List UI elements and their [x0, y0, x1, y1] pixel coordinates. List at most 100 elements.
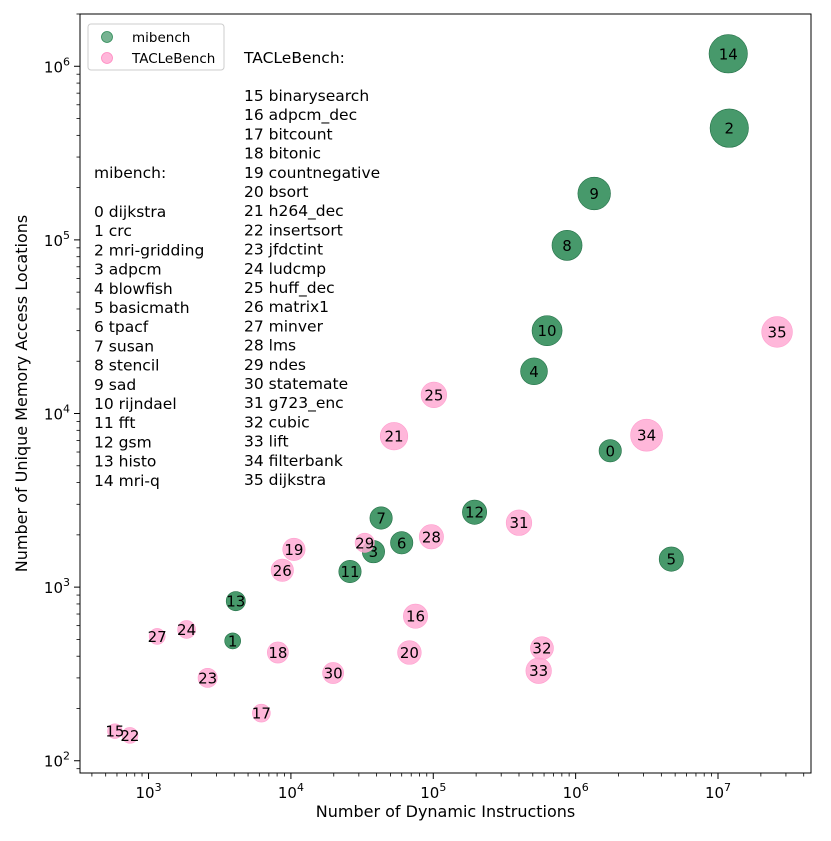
mibench-list-item: 8 stencil: [94, 357, 159, 375]
point-mibench-1: [224, 632, 241, 650]
point-mibench-9: [577, 176, 611, 211]
point-label-35: 35: [768, 323, 787, 341]
taclebench-list-item: 17 bitcount: [244, 125, 333, 143]
x-tick-label: 106: [563, 781, 589, 802]
legend-label-taclebench: TACLeBench: [131, 51, 215, 67]
legend-box: [87, 23, 225, 71]
mibench-list-item: 7 susan: [94, 337, 154, 355]
point-label-34: 34: [637, 427, 656, 445]
point-label-29: 29: [355, 534, 374, 552]
point-tacle-17: [252, 703, 271, 723]
mibench-list-item: 5 basicmath: [94, 299, 190, 317]
mibench-list-item: 0 dijkstra: [94, 203, 166, 221]
taclebench-list-item: 27 minver: [244, 317, 324, 335]
point-label-31: 31: [509, 514, 528, 532]
taclebench-list-item: 24 ludcmp: [244, 260, 326, 278]
point-label-24: 24: [177, 621, 196, 639]
point-mibench-2: [709, 108, 749, 148]
legend-label-mibench: mibench: [132, 30, 190, 46]
y-axis-label: Number of Unique Memory Access Locations: [12, 215, 31, 572]
taclebench-list-item: 34 filterbank: [244, 452, 343, 470]
point-label-7: 7: [376, 510, 386, 528]
point-label-21: 21: [384, 428, 403, 446]
taclebench-list-item: 33 lift: [244, 433, 289, 451]
point-tacle-31: [505, 509, 533, 536]
mibench-list-item: 6 tpacf: [94, 318, 149, 336]
legend-marker-mibench: [101, 31, 113, 43]
point-label-1: 1: [228, 632, 238, 650]
point-label-4: 4: [529, 363, 539, 381]
mibench-list-item: 14 mri-q: [94, 472, 160, 490]
taclebench-list-item: 35 dijkstra: [244, 471, 326, 489]
point-label-25: 25: [424, 386, 443, 404]
x-tick-label: 103: [135, 781, 161, 802]
point-tacle-34: [630, 418, 663, 452]
point-mibench-12: [462, 499, 488, 525]
point-label-11: 11: [340, 563, 359, 581]
taclebench-list-item: 28 lms: [244, 337, 296, 355]
point-tacle-23: [197, 668, 218, 688]
mibench-list-item: 4 blowfish: [94, 280, 173, 298]
mibench-list-item: 2 mri-gridding: [94, 241, 204, 259]
taclebench-list-item: 22 insertsort: [244, 221, 343, 239]
point-tacle-35: [761, 316, 793, 348]
point-mibench-14: [708, 34, 748, 74]
taclebench-list-item: 21 h264_dec: [244, 202, 344, 221]
x-tick-label: 105: [420, 781, 446, 802]
point-mibench-8: [551, 230, 583, 261]
taclebench-list-item: 25 huff_dec: [244, 279, 335, 298]
mibench-list-title: mibench:: [94, 164, 166, 182]
taclebench-list-item: 18 bitonic: [244, 145, 321, 163]
point-label-18: 18: [268, 644, 287, 662]
point-label-6: 6: [397, 534, 407, 552]
point-label-16: 16: [406, 608, 425, 626]
point-mibench-6: [390, 531, 414, 555]
mibench-list-item: 11 fft: [94, 414, 135, 432]
point-label-32: 32: [532, 640, 551, 658]
point-label-19: 19: [284, 541, 303, 559]
point-mibench-7: [369, 506, 393, 530]
point-label-27: 27: [148, 628, 167, 646]
legend-marker-taclebench: [101, 52, 113, 64]
mibench-list-item: 1 crc: [94, 222, 132, 240]
point-label-15: 15: [105, 723, 124, 741]
point-label-3: 3: [369, 543, 379, 561]
point-tacle-24: [177, 620, 196, 639]
point-label-17: 17: [252, 705, 271, 723]
point-label-23: 23: [198, 669, 217, 687]
point-label-5: 5: [667, 551, 677, 569]
point-label-2: 2: [725, 120, 735, 138]
point-tacle-16: [403, 603, 428, 629]
x-tick-label: 104: [278, 781, 304, 802]
point-label-30: 30: [324, 665, 343, 683]
point-label-12: 12: [465, 504, 484, 522]
taclebench-list-item: 19 countnegative: [244, 164, 380, 182]
taclebench-list-item: 29 ndes: [244, 356, 306, 374]
point-label-8: 8: [562, 237, 572, 255]
points-layer: [107, 34, 793, 744]
taclebench-list-item: 32 cubic: [244, 413, 310, 431]
y-tick-label: 104: [44, 403, 70, 424]
point-mibench-10: [531, 315, 563, 347]
taclebench-list-item: 26 matrix1: [244, 298, 329, 316]
point-tacle-18: [267, 641, 289, 664]
taclebench-list-title: TACLeBench:: [243, 49, 345, 67]
y-tick-label: 105: [44, 229, 70, 250]
point-label-33: 33: [529, 662, 548, 680]
x-axis-label: Number of Dynamic Instructions: [316, 802, 575, 821]
point-mibench-13: [225, 591, 246, 612]
taclebench-list-item: 20 bsort: [244, 183, 309, 201]
point-label-10: 10: [538, 322, 557, 340]
point-tacle-22: [121, 727, 139, 744]
point-mibench-5: [658, 546, 684, 572]
taclebench-list-item: 16 adpcm_dec: [244, 106, 357, 125]
point-tacle-19: [282, 537, 306, 561]
point-labels-layer: 0123456789101112131415161718192021222324…: [105, 45, 786, 745]
taclebench-list-item: 23 jfdctint: [244, 241, 323, 259]
mibench-list-item: 9 sad: [94, 376, 136, 394]
point-mibench-11: [338, 560, 362, 584]
y-tick-label: 102: [44, 750, 70, 771]
